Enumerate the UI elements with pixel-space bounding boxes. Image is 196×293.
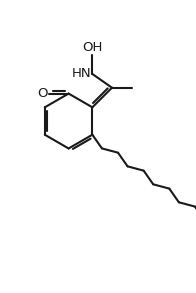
- Text: HN: HN: [72, 67, 91, 81]
- Text: OH: OH: [82, 41, 103, 54]
- Text: O: O: [37, 87, 47, 100]
